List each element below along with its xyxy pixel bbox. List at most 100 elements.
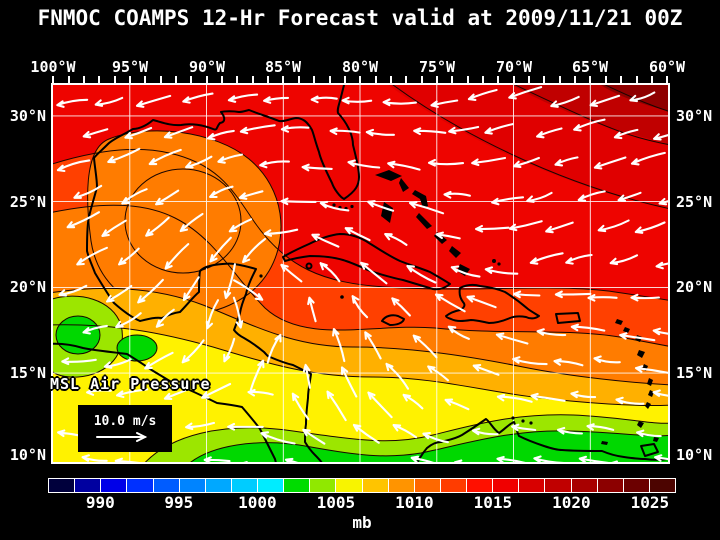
degree-tick <box>282 76 285 83</box>
hispaniola-coast <box>445 283 540 324</box>
wind-arrow <box>66 211 101 229</box>
wind-arrow <box>94 96 124 107</box>
wind-arrow <box>570 390 597 399</box>
wind-arrow <box>148 148 182 166</box>
cuba-coast <box>282 233 451 291</box>
wind-arrow <box>655 261 668 270</box>
degree-tick <box>604 76 607 83</box>
degree-tick <box>221 76 224 83</box>
wind-arrow <box>619 332 656 342</box>
wind-arrow <box>653 133 668 141</box>
bahamas-islands <box>375 170 470 276</box>
wind-arrow <box>163 126 194 139</box>
wind-arrow <box>427 365 450 382</box>
degree-tick <box>159 76 162 83</box>
wind-arrow <box>106 284 133 303</box>
wind-arrow <box>82 324 108 335</box>
wind-arrow <box>266 333 282 364</box>
lon-label: 60°W <box>648 58 686 76</box>
wind-arrow <box>163 388 188 401</box>
wind-arrow <box>447 325 470 340</box>
wind-arrow <box>471 427 499 436</box>
wind-arrow <box>232 296 244 329</box>
mexico-green-cell2 <box>116 334 158 362</box>
wind-arrow <box>406 264 437 284</box>
wind-arrow <box>593 355 621 364</box>
degree-tick <box>405 76 408 83</box>
wind-arrow <box>367 200 395 212</box>
colorbar-segment <box>335 479 362 492</box>
degree-tick <box>251 76 254 83</box>
wind-arrow <box>471 156 507 167</box>
wind-arrow <box>384 233 408 246</box>
wind-arrow <box>280 263 303 283</box>
wind-arrow <box>56 159 91 173</box>
degree-tick <box>635 76 638 83</box>
wind-arrow <box>491 196 525 206</box>
colorbar-tick-label: 1000 <box>238 493 277 512</box>
colorbar-segment <box>204 479 231 492</box>
wind-arrow <box>484 123 514 135</box>
degree-tick <box>313 76 316 83</box>
degree-tick <box>82 76 85 83</box>
lon-label: 80°W <box>341 58 379 76</box>
degree-tick <box>128 76 131 83</box>
colorbar-unit: mb <box>352 513 372 532</box>
wind-arrow <box>513 290 541 299</box>
wind-arrow <box>81 454 108 462</box>
colorbar-segment <box>570 479 597 492</box>
wind-arrow <box>617 191 642 202</box>
wind-arrow <box>586 423 615 431</box>
lon-label: 65°W <box>571 58 609 76</box>
colorbar-segment <box>178 479 205 492</box>
wind-arrow <box>103 358 132 369</box>
wind-arrow <box>326 390 347 422</box>
wind-arrow <box>609 254 639 266</box>
degree-tick <box>144 76 147 83</box>
wind-arrow <box>114 457 140 462</box>
degree-tick <box>389 76 392 83</box>
band-green <box>191 430 668 462</box>
wind-arrow <box>613 128 639 140</box>
wind-arrow <box>533 455 565 462</box>
wind-arrow <box>634 221 666 234</box>
colorbar-tick-label: 1010 <box>395 493 434 512</box>
wind-arrow <box>239 124 276 135</box>
wind-arrow <box>593 156 627 170</box>
colorbar-tick-label: 990 <box>85 493 115 512</box>
colorbar-segment <box>309 479 336 492</box>
degree-tick <box>205 76 208 83</box>
degree-tick <box>52 76 55 83</box>
wind-arrow <box>56 98 89 108</box>
lat-label: 25°N <box>676 193 713 211</box>
wind-arrow <box>402 393 424 410</box>
wind-arrow <box>545 221 574 234</box>
wind-arrow <box>554 290 592 299</box>
wind-arrow <box>260 431 296 445</box>
wind-arrow <box>227 93 259 103</box>
wind-arrow <box>329 127 361 136</box>
degree-tick <box>451 76 454 83</box>
wind-arrow <box>444 398 470 411</box>
wind-arrow <box>636 429 662 438</box>
wind-arrow <box>332 328 346 363</box>
colorbar-tick-label: 1015 <box>473 493 513 512</box>
wind-arrow <box>467 88 498 101</box>
right-arrow-icon <box>96 432 148 442</box>
wind-arrow <box>496 455 526 462</box>
wind-arrow <box>408 201 445 215</box>
wind-arrow <box>209 185 234 199</box>
wind-arrow <box>242 237 267 264</box>
wind-arrow <box>280 125 310 133</box>
wind-arrow <box>466 295 497 309</box>
degree-tick <box>620 76 623 83</box>
wind-arrow <box>367 391 393 419</box>
degree-tick <box>190 76 193 83</box>
wind-arrow <box>629 91 656 103</box>
colorbar-segment <box>596 479 623 492</box>
wind-arrow <box>652 389 668 397</box>
wind-arrow <box>351 295 369 319</box>
florida-keys <box>332 203 336 207</box>
wind-arrow <box>107 147 141 164</box>
